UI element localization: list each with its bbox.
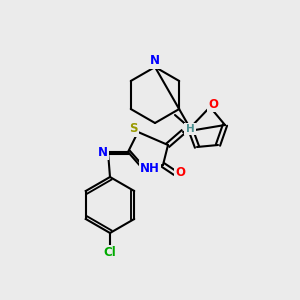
Text: N: N — [98, 146, 108, 158]
Text: H: H — [186, 124, 194, 134]
Text: NH: NH — [140, 161, 160, 175]
Text: Cl: Cl — [103, 247, 116, 260]
Text: N: N — [150, 55, 160, 68]
Text: O: O — [175, 167, 185, 179]
Text: O: O — [208, 98, 218, 110]
Text: S: S — [129, 122, 137, 136]
